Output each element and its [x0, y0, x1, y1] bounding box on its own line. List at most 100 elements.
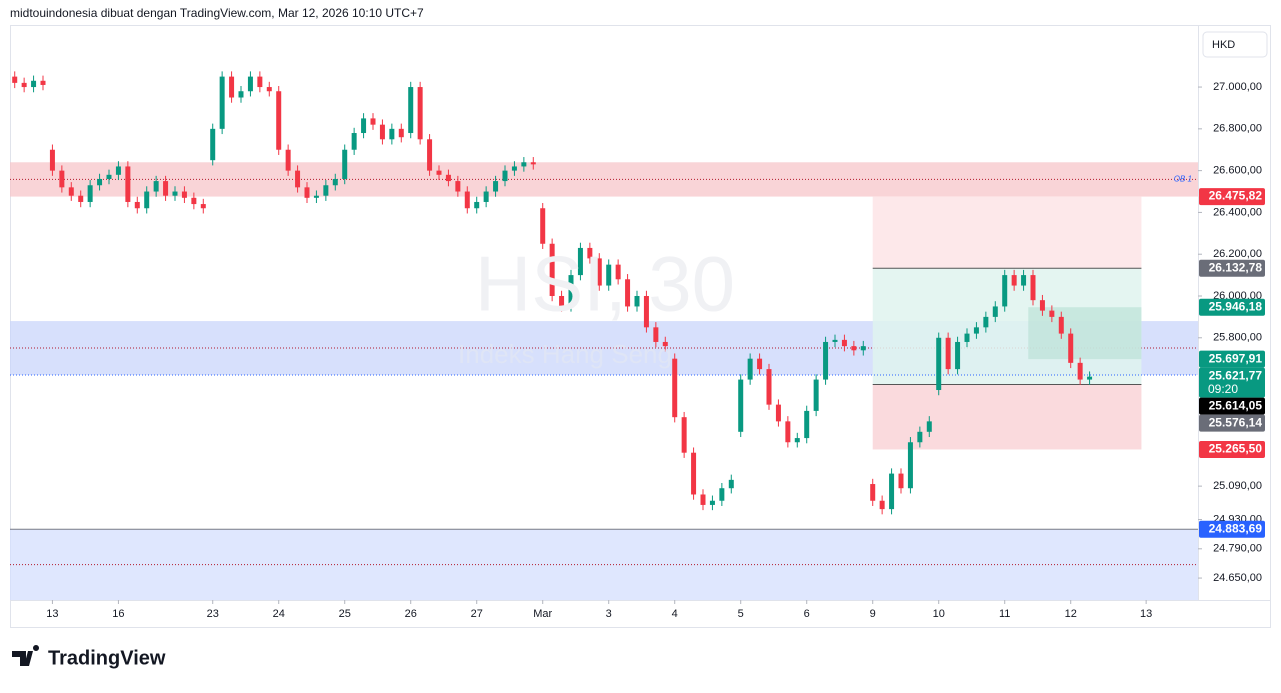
- candle-body: [775, 404, 781, 422]
- price-label: 25.576,14: [1209, 415, 1263, 429]
- y-tick-label: 25.090,00: [1213, 480, 1262, 492]
- price-label-box: [1199, 367, 1265, 398]
- candle-body: [700, 494, 706, 505]
- price-label: 25.697,91: [1209, 351, 1263, 365]
- candle-body: [455, 181, 461, 192]
- candle-body: [172, 191, 178, 196]
- candle-body: [851, 346, 857, 351]
- plot: OB 1 27.000,00 26.800,00 26.600,00 26.400,00…: [10, 71, 1265, 620]
- price-label-box: [1199, 350, 1265, 368]
- currency[interactable]: HKD: [1212, 39, 1235, 51]
- price-label: 25.621,77: [1209, 368, 1263, 382]
- x-tick-label: Mar: [533, 608, 552, 620]
- x-tick-label: 11: [999, 608, 1010, 620]
- candle-body: [945, 337, 951, 370]
- x-tick-label: 24: [273, 608, 285, 620]
- candle-body: [540, 208, 546, 244]
- candle-body: [898, 473, 904, 489]
- price-label: 26.475,82: [1209, 189, 1263, 203]
- candle-body: [313, 195, 319, 198]
- candle-body: [398, 128, 404, 138]
- candle-body: [361, 118, 367, 134]
- candle-body: [1021, 275, 1027, 286]
- candle-body: [823, 341, 829, 380]
- y-tick-label: 27.000,00: [1213, 81, 1262, 93]
- candle-body: [766, 369, 772, 405]
- x-tick-label: 12: [1065, 608, 1077, 620]
- price-label: 25.265,50: [1209, 442, 1263, 456]
- candle-body: [1058, 316, 1064, 334]
- x-tick-label: 25: [339, 608, 351, 620]
- candle-body: [247, 76, 253, 92]
- candle-body: [106, 174, 112, 179]
- price-label: 24.883,69: [1209, 521, 1263, 535]
- logo: TradingView: [12, 644, 166, 669]
- candle-body: [266, 87, 272, 92]
- candle-body: [709, 500, 715, 505]
- candle-body: [200, 204, 206, 209]
- x-tick-label: 3: [606, 608, 612, 620]
- candle-body: [653, 327, 659, 342]
- header: midtouindonesia dibuat dengan TradingVie…: [10, 6, 424, 20]
- candle-body: [804, 410, 810, 439]
- candle-body: [144, 191, 150, 209]
- price-label-box: [1199, 259, 1265, 277]
- y-tick-label: 24.650,00: [1213, 572, 1262, 584]
- price-label: 26.132,78: [1209, 260, 1263, 274]
- candle-body: [210, 128, 216, 161]
- candle-body: [907, 442, 913, 489]
- candle-body: [68, 187, 74, 196]
- price-label: 25.614,05: [1209, 398, 1263, 412]
- price-label-box: [1199, 414, 1265, 432]
- candle-body: [521, 162, 527, 167]
- y-tick-label: 26.800,00: [1213, 123, 1262, 135]
- candle-body: [408, 87, 414, 134]
- candle-body: [992, 306, 998, 317]
- currency-box[interactable]: [1202, 31, 1268, 58]
- x-tick-label: 13: [1140, 608, 1152, 620]
- candle-body: [417, 87, 423, 140]
- x-tick-label: 26: [405, 608, 417, 620]
- candle-body: [1068, 333, 1074, 363]
- candle-body: [40, 80, 46, 85]
- candle-body: [323, 185, 329, 196]
- candle-body: [1049, 310, 1055, 317]
- candle-body: [681, 417, 687, 453]
- x-tick-label: 23: [207, 608, 219, 620]
- candle-body: [502, 170, 508, 182]
- candle-body: [163, 181, 169, 196]
- candle-body: [1011, 275, 1017, 286]
- x-tick-label: 16: [112, 608, 124, 620]
- candle-body: [955, 341, 961, 370]
- candle-body: [97, 178, 103, 186]
- position-inner: [1028, 307, 1142, 360]
- position-region: [872, 196, 1142, 269]
- candle-body: [917, 431, 923, 443]
- price-label-box: [1199, 397, 1265, 415]
- candle-body: [59, 170, 65, 188]
- candle-body: [295, 170, 301, 188]
- candle-body: [559, 295, 565, 307]
- candle-body: [568, 275, 574, 307]
- candle-body: [662, 341, 668, 347]
- x-tick-label: 9: [870, 608, 876, 620]
- countdown: 09:20: [1208, 382, 1238, 396]
- candle-body: [549, 243, 555, 296]
- candle-body: [511, 166, 517, 171]
- candle-body: [936, 337, 942, 391]
- candle-body: [12, 76, 18, 83]
- candle-body: [191, 197, 197, 205]
- candle-body: [983, 316, 989, 328]
- candle-body: [238, 91, 244, 98]
- candle-body: [153, 181, 159, 192]
- candle-body: [738, 379, 744, 432]
- candle-body: [672, 358, 678, 418]
- zone-label: OB 1: [1174, 175, 1192, 184]
- logo-text: TradingView: [48, 647, 166, 669]
- candle-body: [342, 149, 348, 179]
- candle-body: [181, 191, 187, 198]
- candle-body: [483, 191, 489, 202]
- candle-body: [87, 185, 93, 202]
- candle-body: [257, 76, 263, 88]
